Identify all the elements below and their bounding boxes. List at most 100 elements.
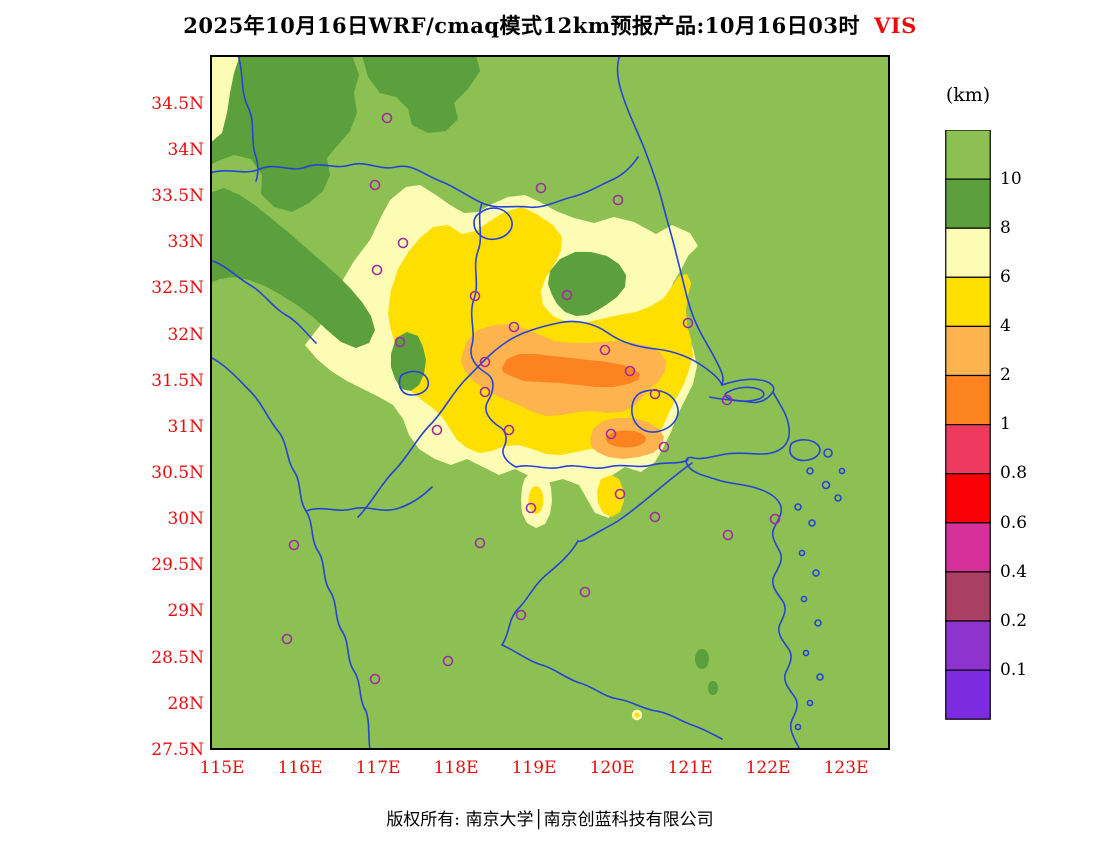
colorbar-tick-label: 4 (1000, 316, 1011, 336)
x-axis-label: 123E (823, 758, 869, 778)
station-marker (605, 428, 617, 440)
station-marker (649, 511, 661, 523)
province-boundary-jiangsu-anhui (470, 202, 517, 468)
station-marker (369, 179, 381, 191)
y-axis-label: 28N (167, 694, 204, 714)
island-outline (794, 723, 802, 731)
station-marker (649, 388, 661, 400)
station-markers (281, 112, 781, 685)
coastline-jiangsu (616, 54, 724, 386)
station-marker (442, 655, 454, 667)
contour-region (502, 354, 640, 387)
station-marker (479, 386, 491, 398)
colorbar-tick-label: 0.6 (1000, 513, 1028, 533)
title-variable: VIS (873, 13, 917, 38)
station-marker (612, 194, 624, 206)
station-marker (624, 365, 636, 377)
x-axis-label: 120E (589, 758, 635, 778)
island-outline (808, 519, 816, 527)
y-axis-label: 27.5N (151, 740, 204, 760)
station-marker (682, 317, 694, 329)
island-outline (814, 619, 822, 627)
island-outline (816, 673, 824, 681)
colorbar-block (945, 522, 991, 573)
x-axis-label: 121E (667, 758, 713, 778)
colorbar-block (945, 571, 991, 622)
station-marker (508, 321, 520, 333)
colorbar-tick-label: 2 (1000, 365, 1011, 385)
y-axis-label: 28.5N (151, 648, 204, 668)
colorbar-block (945, 276, 991, 328)
colorbar-block (945, 227, 991, 278)
y-axis-label: 29N (167, 601, 204, 621)
station-marker (281, 633, 293, 645)
island-outline (823, 448, 833, 458)
contour-region (597, 475, 624, 517)
y-axis-label: 29.5N (151, 555, 204, 575)
colorbar-block (945, 178, 991, 229)
y-axis-label: 32.5N (151, 278, 204, 298)
station-marker (503, 424, 515, 436)
station-marker (535, 182, 547, 194)
island-outline (806, 699, 814, 707)
y-axis-label: 32N (167, 325, 204, 345)
island-outline (798, 549, 806, 557)
colorbar-blocks (945, 129, 991, 720)
contour-region (362, 55, 480, 133)
contour-region (528, 486, 544, 514)
island-outline (821, 480, 831, 490)
page-title: 2025年10月16日WRF/cmaq模式12km预报产品:10月16日03时 V… (0, 10, 1100, 40)
contour-region (210, 55, 359, 212)
colorbar-tick-label: 0.1 (1000, 660, 1028, 680)
map-panel (209, 54, 890, 751)
island-outline (812, 569, 820, 577)
province-boundary-zhejiang-south (501, 644, 723, 740)
colorbar-tick-label: 0.4 (1000, 562, 1028, 582)
colorbar-tick-label: 10 (1000, 169, 1022, 189)
colorbar-tick-label: 0.2 (1000, 611, 1028, 631)
colorbar-block (945, 129, 991, 180)
island-outline (800, 595, 808, 603)
taihu-lake (631, 389, 679, 433)
island-outline (794, 503, 802, 511)
y-axis-label: 31.5N (151, 371, 204, 391)
station-marker (288, 539, 300, 551)
station-marker (722, 529, 734, 541)
forecast-map (209, 54, 890, 751)
contour-region (708, 681, 718, 695)
yangtze-river (357, 320, 723, 518)
station-marker (721, 394, 733, 406)
colorbar-block (945, 374, 991, 426)
province-boundary (237, 54, 259, 182)
coastline-shanghai-zhejiang (685, 391, 801, 751)
province-boundary-south-jiangsu (515, 459, 689, 469)
province-boundary-north (209, 156, 639, 209)
station-marker (525, 502, 537, 514)
x-axis-label: 116E (277, 758, 323, 778)
island-outline (802, 649, 810, 657)
y-axis-label: 30N (167, 509, 204, 529)
station-marker (381, 112, 393, 124)
station-marker (479, 356, 491, 368)
province-boundary (305, 486, 433, 512)
province-boundary-zhejiang-anhui (501, 540, 579, 646)
colorbar-block (945, 325, 991, 377)
colorbar-tick-label: 0.8 (1000, 463, 1028, 483)
y-axis-label: 34.5N (151, 94, 204, 114)
station-marker (397, 237, 409, 249)
colorbar (945, 129, 991, 720)
station-marker (431, 424, 443, 436)
island-outline (838, 467, 846, 475)
colorbar-tick-label: 1 (1000, 414, 1011, 434)
station-marker (394, 336, 406, 348)
station-marker (614, 488, 626, 500)
station-marker (579, 586, 591, 598)
station-marker (769, 513, 781, 525)
map-frame (210, 55, 890, 750)
qiantang-river (577, 462, 693, 543)
zhoushan-island (789, 439, 821, 462)
station-marker (561, 289, 573, 301)
station-marker (515, 609, 527, 621)
colorbar-block (945, 620, 991, 671)
x-axis-label: 122E (745, 758, 791, 778)
